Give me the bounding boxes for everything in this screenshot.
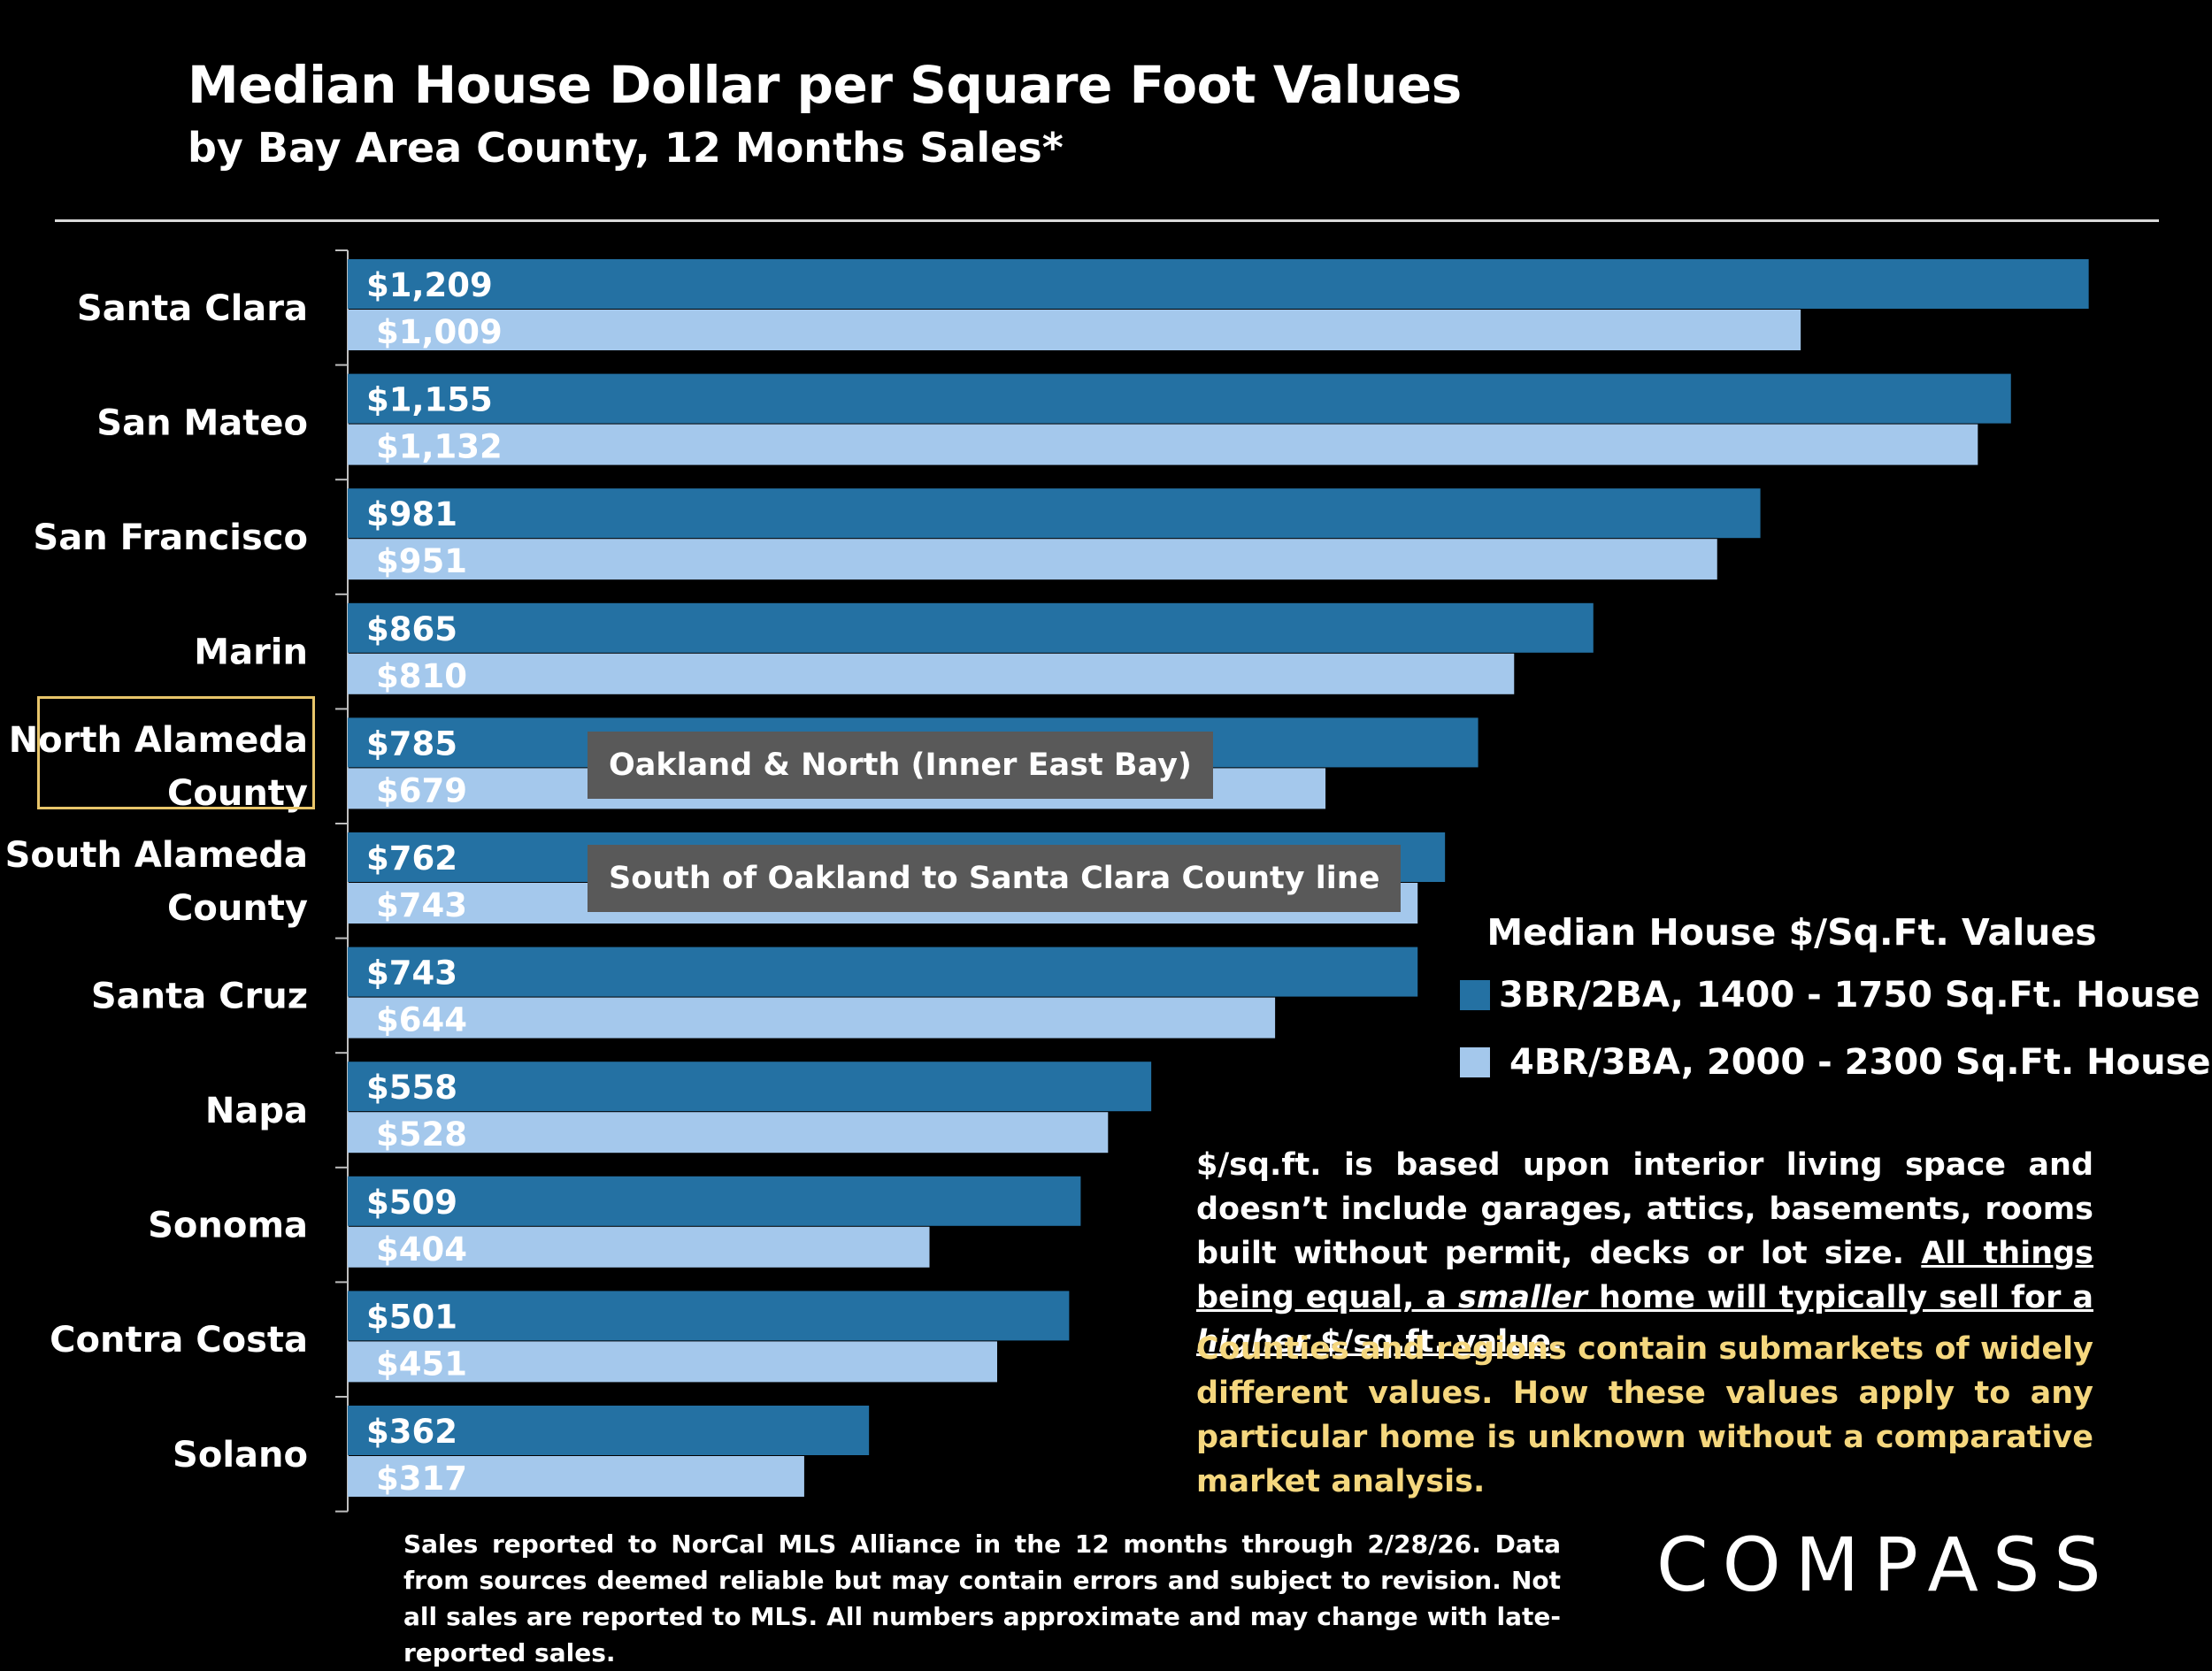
category-label: Santa Clara <box>77 288 308 329</box>
note-u3: $/sq.ft. value <box>1309 1324 1551 1360</box>
north-alameda-highlight-box <box>37 696 315 809</box>
bar-value-label: $404 <box>376 1230 467 1269</box>
legend-title: Median House $/Sq.Ft. Values <box>1486 911 2097 954</box>
bar-value-label: $1,209 <box>366 266 493 304</box>
category-label: Sonoma <box>148 1206 308 1246</box>
note-end: . <box>1550 1324 1563 1360</box>
legend-swatch-dark <box>1460 980 1490 1010</box>
legend-item-4br: 4BR/3BA, 2000 - 2300 Sq.Ft. House <box>1460 1042 2210 1083</box>
bar-3br <box>348 1406 870 1455</box>
note-text: $/sq.ft. is based upon interior living s… <box>1196 1147 2093 1271</box>
bar-value-label: $743 <box>376 886 467 924</box>
bar-4br <box>348 997 1276 1039</box>
category-label: South Alameda <box>5 835 308 876</box>
bar-value-label: $810 <box>376 657 467 695</box>
chart-title: Median House Dollar per Square Foot Valu… <box>188 55 1462 115</box>
note-u1: All things being equal, a <box>1196 1236 2094 1315</box>
bar-value-label: $528 <box>376 1115 467 1154</box>
bar-4br <box>348 1226 930 1268</box>
bar-3br <box>348 947 1418 997</box>
bar-4br <box>348 539 1717 580</box>
bar-4br <box>348 1112 1109 1154</box>
bar-value-label: $762 <box>366 839 457 878</box>
bar-value-label: $558 <box>366 1069 457 1107</box>
methodology-note: $/sq.ft. is based upon interior living s… <box>1196 1143 2093 1364</box>
submarket-note: Counties and regions contain submarkets … <box>1196 1331 2093 1499</box>
bar-3br <box>348 1176 1081 1226</box>
bar-value-label: $1,132 <box>376 428 503 466</box>
legend-label-4br: 4BR/3BA, 2000 - 2300 Sq.Ft. House <box>1509 1042 2211 1083</box>
bar-3br <box>348 373 2011 424</box>
category-label: North Alameda <box>9 720 308 761</box>
bar-value-label: $451 <box>376 1345 467 1383</box>
note-smaller: smaller <box>1458 1280 1587 1315</box>
bar-value-label: $317 <box>376 1460 467 1498</box>
bar-value-label: $785 <box>366 724 457 763</box>
bar-4br <box>348 653 1515 694</box>
bar-value-label: $679 <box>376 771 467 809</box>
category-label: San Francisco <box>33 517 308 558</box>
bar-value-label: $951 <box>376 542 467 580</box>
category-label: Napa <box>205 1091 308 1131</box>
bar-4br <box>348 424 1978 465</box>
bar-3br <box>348 1062 1152 1112</box>
chart-subtitle: by Bay Area County, 12 Months Sales* <box>188 124 1064 172</box>
bar-value-label: $362 <box>366 1413 457 1451</box>
note-underlined: All things being equal, a smaller home w… <box>1196 1236 2093 1360</box>
bar-4br <box>348 1341 998 1383</box>
legend-label-3br: 3BR/2BA, 1400 - 1750 Sq.Ft. House <box>1499 975 2200 1016</box>
footnote: Sales reported to NorCal MLS Alliance in… <box>403 1529 1561 1667</box>
bar-3br <box>348 259 2089 309</box>
bar-value-label: $981 <box>366 495 457 533</box>
note-higher: higher <box>1196 1324 1310 1360</box>
compass-logo: COMPASS <box>1656 1522 2116 1608</box>
title-divider <box>55 219 2159 222</box>
bar-value-label: $743 <box>366 954 457 993</box>
legend-item-3br: 3BR/2BA, 1400 - 1750 Sq.Ft. House <box>1460 975 2200 1016</box>
bar-value-label: $509 <box>366 1184 457 1222</box>
note-u2: home will typically sell for a <box>1586 1280 2093 1315</box>
callout-north-alameda: Oakland & North (Inner East Bay) <box>588 732 1213 799</box>
legend-swatch-light <box>1460 1047 1490 1077</box>
category-label: Contra Costa <box>50 1320 308 1361</box>
category-label: Solano <box>173 1435 308 1476</box>
chart-legend: Median House $/Sq.Ft. Values 3BR/2BA, 14… <box>1460 911 2210 1109</box>
bar-value-label: $1,009 <box>376 313 503 351</box>
category-label: Marin <box>194 632 308 673</box>
category-label: County <box>167 888 308 929</box>
bar-value-label: $644 <box>376 1001 467 1039</box>
category-label: San Mateo <box>96 402 308 443</box>
category-label: Santa Cruz <box>91 976 308 1016</box>
bar-3br <box>348 602 1594 653</box>
bar-4br <box>348 1456 804 1497</box>
bar-value-label: $1,155 <box>366 381 493 419</box>
bar-4br <box>348 310 1801 350</box>
callout-south-alameda: South of Oakland to Santa Clara County l… <box>588 845 1402 912</box>
bar-value-label: $865 <box>366 610 457 648</box>
bar-3br <box>348 488 1761 539</box>
bar-value-label: $501 <box>366 1298 457 1336</box>
bar-3br <box>348 1291 1070 1341</box>
